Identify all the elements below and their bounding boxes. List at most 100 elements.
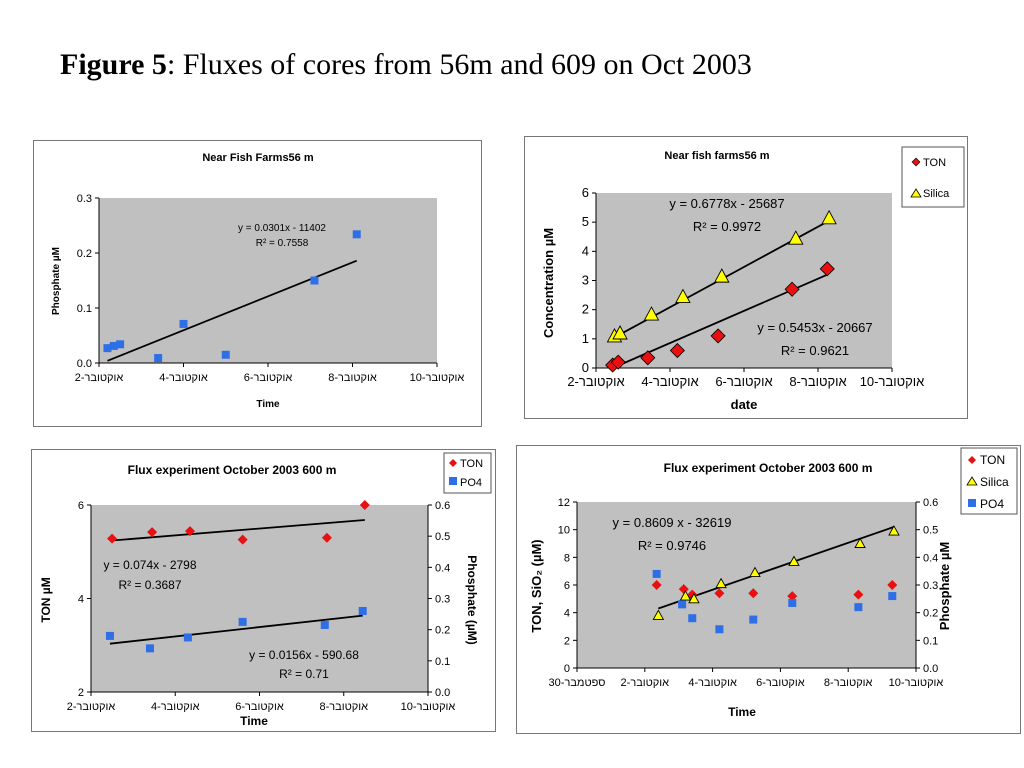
x-tick-label: 4-אוקטובר [151,701,200,713]
data-point-square [103,344,112,353]
y2-axis-label: Phosphate (µM) [465,555,479,645]
figure-title: Figure 5: Fluxes of cores from 56m and 6… [60,48,752,82]
data-point-square [888,592,897,601]
annotation-line: y = 0.0156x - 590.68 [249,648,359,662]
y2-axis-label: Phosphate µM [937,542,952,630]
y2-tick-label: 0.3 [923,580,938,592]
chart-title: Flux experiment October 2003 600 m [128,463,337,477]
y-tick-label: 6 [78,500,84,512]
chart-1-svg: Near Fish Farms56 m 0.0 0.1 0.2 0.3 2-אוקטו… [51,152,465,410]
chart-panel-3: Flux experiment October 2003 600 m 2 4 6 0… [31,449,496,732]
data-point-square [105,631,114,640]
y2-tick-label: 0.2 [923,608,938,620]
y-tick-label: 6 [564,580,570,592]
data-point-square [310,276,319,285]
y-tick-label: 0.1 [77,303,92,315]
x-axis-label: date [731,397,758,412]
y2-tick-label: 0.6 [923,497,938,509]
chart-panel-2: Near fish farms56 m 0 1 2 3 4 5 6 2-אוקטובר 4-א… [524,136,968,419]
data-point-diamond [710,328,726,344]
x-tick-label: 8-אוקטובר [789,374,846,389]
x-tick-label: 8-אוקטובר [319,701,368,713]
data-point-square [652,569,661,578]
y-axis-label: TON, SiO₂ (µM) [529,539,544,632]
x-tick-label: 10-אוקטובר [410,372,465,384]
annotation-line: y = 0.8609 x - 32619 [613,515,732,530]
data-point-diamond [748,588,759,599]
x-tick-label: 10-אוקטובר [889,677,944,689]
data-point-diamond [640,350,656,366]
y-tick-label: 3 [582,273,589,288]
data-point-square [238,617,247,626]
data-point-diamond [687,589,698,600]
legend-marker-silica [910,188,922,198]
data-point-square [116,340,125,349]
data-point-diamond [678,584,689,595]
x-tick-label: 4-אוקטובר [159,372,208,384]
data-point-square [749,615,758,624]
y-tick-label: 4 [564,608,570,620]
y-axis-label: Concentration µM [541,228,556,338]
data-point-diamond [359,500,370,510]
x-axis-label: Time [728,705,756,719]
data-point-diamond [237,534,248,545]
figure-title-rest: : Fluxes of cores from 56m and 609 on Oc… [166,48,752,81]
data-point-square [715,625,724,634]
chart-title: Near fish farms56 m [664,150,769,162]
legend: TON PO4 [443,452,492,494]
x-tick-label: 6-אוקטובר [715,374,772,389]
y-tick-label: 1 [582,331,589,346]
chart-panel-1: Near Fish Farms56 m 0.0 0.1 0.2 0.3 2-אוקטו… [33,140,482,427]
data-point-diamond [321,532,332,543]
plot-area [596,193,892,368]
legend: TON Silica PO4 [960,447,1018,515]
x-tick-label: 6-אוקטובר [235,701,284,713]
y-tick-label: 5 [582,214,589,229]
legend-marker-ton [449,459,457,467]
chart-2-svg: Near fish farms56 m 0 1 2 3 4 5 6 2-אוקטובר 4-א… [541,146,965,412]
y2-tick-label: 0.1 [923,635,938,647]
x-tick-label: 10-אוקטובר [860,374,925,389]
x-tick-label: 30-ספטמבר [549,677,606,689]
y-tick-label: 2 [78,687,84,699]
y-tick-label: 2 [564,635,570,647]
y-tick-label: 0.3 [77,193,92,205]
data-point-square [109,341,118,350]
data-point-square [179,319,188,328]
annotation-line: R² = 0.9621 [781,343,849,358]
chart-3-svg: Flux experiment October 2003 600 m 2 4 6 0… [39,452,492,728]
x-tick-label: 6-אוקטובר [244,372,293,384]
data-point-triangle [888,525,900,536]
data-point-triangle [688,592,700,604]
data-point-triangle [788,555,800,566]
plot-area [577,502,916,668]
y-axis-label: Phosphate µM [51,247,62,315]
annotation-line: y = 0.6778x - 25687 [669,196,784,211]
data-point-square [320,620,329,629]
legend-label-ton: TON [460,458,483,470]
legend-marker-ton [968,456,976,464]
annotation-line: y = 0.074x - 2798 [103,558,196,572]
y-tick-label: 8 [564,552,570,564]
legend-marker-silica [966,476,978,486]
y-tick-label: 0 [564,663,570,675]
x-tick-label: 4-אוקטובר [688,677,737,689]
data-point-diamond [107,533,118,544]
x-axis-label: Time [240,714,268,728]
data-point-square [688,614,697,623]
x-tick-label: 2-אוקטובר [75,372,124,384]
data-point-triangle [788,230,804,245]
data-point-triangle [679,590,692,601]
data-point-square [678,600,687,609]
data-point-diamond [714,588,725,599]
y-tick-label: 0 [582,360,589,375]
trendline [658,526,895,610]
annotation-line: y = 0.5453x - 20667 [757,320,872,335]
x-tick-label: 6-אוקטובר [756,677,805,689]
legend-label-silica: Silica [923,188,950,200]
trendline [109,614,363,645]
data-point-diamond [610,354,626,370]
legend-label-po4: PO4 [980,497,1004,511]
data-point-diamond [887,580,898,590]
chart-title: Flux experiment October 2003 600 m [664,461,873,475]
